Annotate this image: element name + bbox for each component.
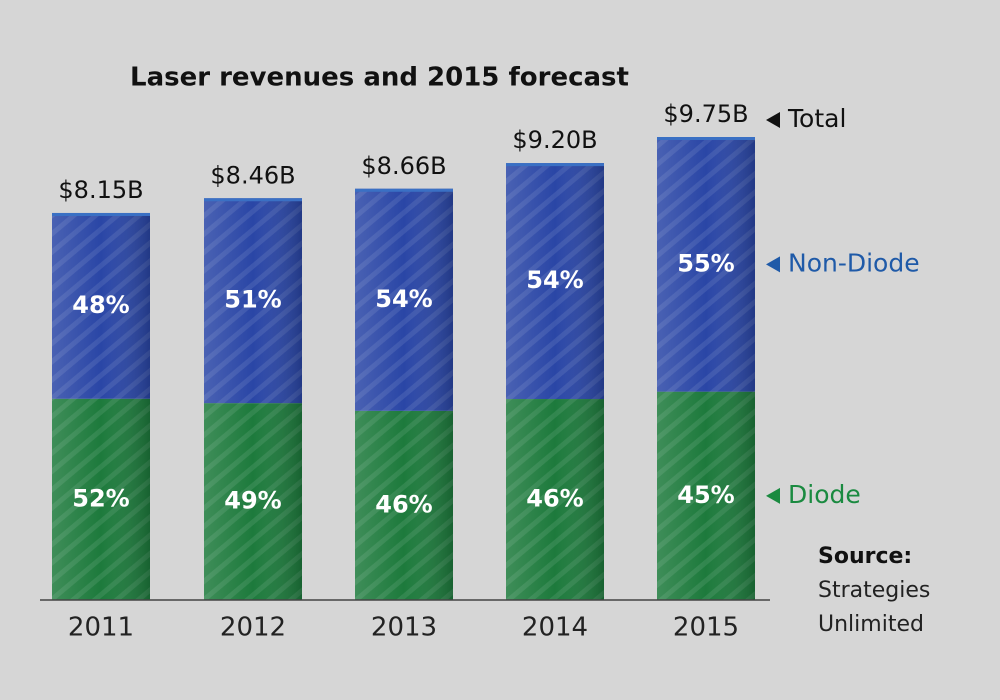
chart-title: Laser revenues and 2015 forecast: [130, 63, 629, 93]
value-label: 54%: [375, 285, 432, 313]
x-tick-label: 2015: [673, 613, 739, 643]
bar-shade: [657, 391, 755, 600]
total-cap: [355, 188, 453, 192]
total-label: $8.15B: [58, 176, 143, 204]
source-label: Source:: [818, 544, 912, 569]
x-tick-label: 2013: [371, 613, 437, 643]
total-label: $8.66B: [361, 152, 446, 180]
bar-shade: [52, 212, 150, 399]
legend-label: Non-Diode: [788, 248, 920, 277]
value-label: 46%: [526, 485, 583, 513]
value-label: 51%: [224, 286, 281, 314]
total-label: $9.20B: [512, 126, 597, 154]
total-cap: [204, 198, 302, 202]
value-label: 46%: [375, 490, 432, 518]
legend-arrow: [766, 256, 780, 273]
value-label: 48%: [72, 291, 129, 319]
x-tick-label: 2012: [220, 613, 286, 643]
bar-shade: [355, 410, 453, 600]
value-label: 45%: [677, 481, 734, 509]
bar-shade: [657, 137, 755, 392]
bar-shade: [355, 188, 453, 411]
source-text: Strategies: [818, 578, 930, 603]
total-cap: [506, 163, 604, 167]
value-label: 52%: [72, 484, 129, 512]
total-label: $9.75B: [663, 100, 748, 128]
x-tick-label: 2014: [522, 613, 588, 643]
bar-shade: [204, 403, 302, 600]
bar-shade: [506, 399, 604, 600]
value-label: 55%: [677, 249, 734, 277]
x-tick-label: 2011: [68, 613, 134, 643]
bar-shade: [204, 198, 302, 404]
value-label: 49%: [224, 487, 281, 515]
legend-label: Diode: [788, 480, 861, 509]
total-label: $8.46B: [210, 161, 295, 189]
legend-arrow: [766, 112, 780, 128]
source-text: Unlimited: [818, 612, 924, 637]
total-cap: [657, 137, 755, 140]
legend-arrow: [766, 487, 780, 504]
bar-shade: [506, 163, 604, 400]
legend-label: Total: [787, 104, 846, 133]
value-label: 54%: [526, 266, 583, 294]
total-cap: [52, 212, 150, 216]
bar-shade: [52, 398, 150, 600]
